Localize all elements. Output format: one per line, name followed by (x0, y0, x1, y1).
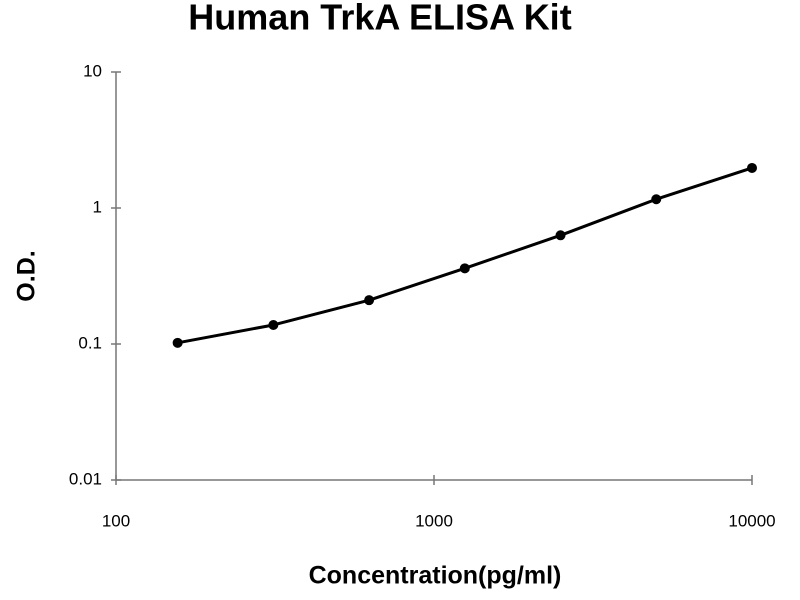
y-tick-label: 1 (93, 197, 102, 216)
chart-title: Human TrkA ELISA Kit (188, 0, 571, 38)
y-axis-title: O.D. (13, 250, 41, 301)
x-tick-label: 10000 (728, 511, 775, 530)
data-point (459, 263, 470, 274)
data-point (555, 230, 566, 241)
y-tick-label: 10 (83, 61, 102, 80)
x-axis-title: Concentration(pg/ml) (309, 562, 562, 590)
data-point (268, 319, 279, 330)
data-point (651, 194, 662, 205)
fit-line (177, 166, 753, 345)
x-tick-label: 100 (102, 511, 130, 530)
data-point (172, 337, 183, 348)
data-point (747, 162, 757, 173)
x-tick-label: 1000 (415, 511, 453, 530)
y-tick-label: 0.1 (78, 333, 102, 352)
y-tick-label: 0.01 (69, 469, 102, 488)
data-point (364, 295, 375, 306)
